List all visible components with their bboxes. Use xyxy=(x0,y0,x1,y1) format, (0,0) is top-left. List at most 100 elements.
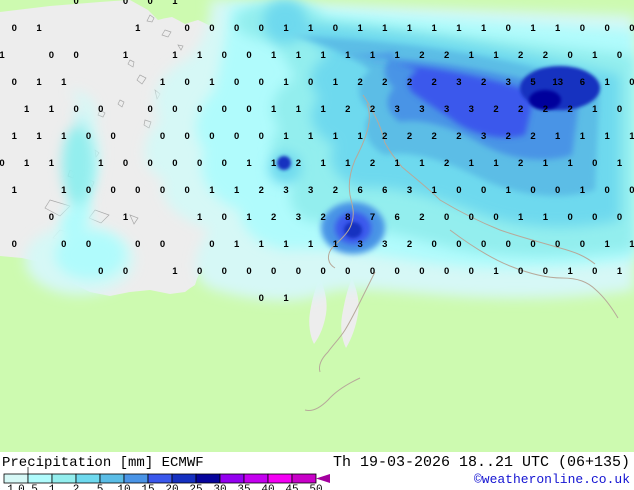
svg-text:0: 0 xyxy=(604,23,609,34)
svg-text:0: 0 xyxy=(222,266,227,277)
svg-text:0: 0 xyxy=(111,185,116,196)
svg-text:0: 0 xyxy=(185,77,190,88)
svg-text:0: 0 xyxy=(0,158,5,169)
svg-text:1: 1 xyxy=(61,131,67,142)
svg-text:3: 3 xyxy=(506,77,511,88)
svg-text:1: 1 xyxy=(395,50,401,61)
svg-text:0: 0 xyxy=(395,266,400,277)
svg-text:6: 6 xyxy=(382,185,387,196)
svg-text:15: 15 xyxy=(141,484,154,490)
svg-text:0: 0 xyxy=(567,50,572,61)
svg-text:1: 1 xyxy=(604,77,610,88)
svg-text:1: 1 xyxy=(98,158,104,169)
svg-text:2: 2 xyxy=(518,158,523,169)
svg-text:0: 0 xyxy=(506,239,511,250)
svg-text:5: 5 xyxy=(530,77,536,88)
svg-text:0: 0 xyxy=(123,158,128,169)
svg-text:0: 0 xyxy=(530,239,535,250)
svg-text:1: 1 xyxy=(283,293,289,304)
svg-text:1: 1 xyxy=(283,23,289,34)
svg-text:0: 0 xyxy=(308,77,313,88)
svg-text:1: 1 xyxy=(209,77,215,88)
svg-text:1: 1 xyxy=(567,266,573,277)
svg-text:1: 1 xyxy=(555,23,561,34)
svg-text:2: 2 xyxy=(296,158,301,169)
svg-text:0: 0 xyxy=(296,266,301,277)
svg-text:3: 3 xyxy=(395,104,400,115)
svg-text:1: 1 xyxy=(617,266,623,277)
svg-text:0: 0 xyxy=(123,266,128,277)
svg-text:2: 2 xyxy=(518,50,523,61)
svg-text:1: 1 xyxy=(308,23,314,34)
svg-text:2: 2 xyxy=(444,158,449,169)
svg-text:6: 6 xyxy=(357,185,362,196)
svg-text:0: 0 xyxy=(185,23,190,34)
svg-text:20: 20 xyxy=(165,484,178,490)
svg-text:0: 0 xyxy=(469,266,474,277)
svg-text:3: 3 xyxy=(382,239,387,250)
svg-text:0: 0 xyxy=(234,131,239,142)
svg-text:0: 0 xyxy=(246,104,251,115)
svg-text:0: 0 xyxy=(12,77,17,88)
svg-text:0: 0 xyxy=(222,50,227,61)
svg-text:2: 2 xyxy=(382,77,387,88)
svg-text:0: 0 xyxy=(444,212,449,223)
svg-text:0: 0 xyxy=(12,23,17,34)
svg-text:0: 0 xyxy=(444,266,449,277)
svg-text:2: 2 xyxy=(419,50,424,61)
svg-text:1: 1 xyxy=(604,239,610,250)
svg-text:0: 0 xyxy=(530,185,535,196)
svg-text:1: 1 xyxy=(308,131,314,142)
svg-text:0: 0 xyxy=(259,23,264,34)
svg-text:2: 2 xyxy=(357,77,362,88)
svg-text:1: 1 xyxy=(197,50,203,61)
svg-text:0: 0 xyxy=(493,212,498,223)
svg-text:1: 1 xyxy=(234,185,240,196)
svg-text:2: 2 xyxy=(407,239,412,250)
svg-text:1: 1 xyxy=(12,185,18,196)
svg-text:0: 0 xyxy=(629,185,634,196)
svg-text:30: 30 xyxy=(213,484,226,490)
svg-text:1: 1 xyxy=(543,158,549,169)
svg-text:0: 0 xyxy=(592,212,597,223)
svg-text:2: 2 xyxy=(518,104,523,115)
svg-text:0: 0 xyxy=(160,185,165,196)
svg-text:1: 1 xyxy=(629,131,634,142)
svg-text:0: 0 xyxy=(135,185,140,196)
svg-text:2: 2 xyxy=(333,185,338,196)
svg-text:2: 2 xyxy=(370,158,375,169)
svg-text:2: 2 xyxy=(456,131,461,142)
svg-text:0: 0 xyxy=(419,266,424,277)
svg-text:0: 0 xyxy=(259,293,264,304)
svg-text:2: 2 xyxy=(73,484,80,490)
svg-text:3: 3 xyxy=(308,185,313,196)
svg-text:2: 2 xyxy=(419,212,424,223)
svg-text:2: 2 xyxy=(259,185,264,196)
svg-text:1: 1 xyxy=(172,266,178,277)
svg-text:0: 0 xyxy=(222,104,227,115)
svg-text:1: 1 xyxy=(283,77,289,88)
svg-text:1: 1 xyxy=(580,131,586,142)
svg-text:1: 1 xyxy=(36,23,42,34)
svg-text:1: 1 xyxy=(555,131,561,142)
svg-text:1: 1 xyxy=(61,185,67,196)
svg-text:3: 3 xyxy=(469,104,474,115)
svg-text:1: 1 xyxy=(604,131,610,142)
svg-text:2: 2 xyxy=(543,50,548,61)
svg-text:0: 0 xyxy=(506,23,511,34)
svg-text:0: 0 xyxy=(432,239,437,250)
svg-text:1: 1 xyxy=(370,50,376,61)
svg-text:1: 1 xyxy=(333,77,339,88)
svg-text:1: 1 xyxy=(296,104,302,115)
svg-text:1: 1 xyxy=(61,77,67,88)
svg-text:1: 1 xyxy=(506,185,512,196)
svg-text:50: 50 xyxy=(309,484,322,490)
svg-text:0: 0 xyxy=(481,185,486,196)
svg-text:Th 19-03-2026 18..21 UTC (06+1: Th 19-03-2026 18..21 UTC (06+135) xyxy=(333,454,630,471)
svg-text:©weatheronline.co.uk: ©weatheronline.co.uk xyxy=(474,472,630,487)
svg-text:2: 2 xyxy=(444,50,449,61)
svg-text:3: 3 xyxy=(296,212,301,223)
svg-text:8: 8 xyxy=(345,212,350,223)
svg-text:0: 0 xyxy=(86,239,91,250)
svg-text:0: 0 xyxy=(197,266,202,277)
